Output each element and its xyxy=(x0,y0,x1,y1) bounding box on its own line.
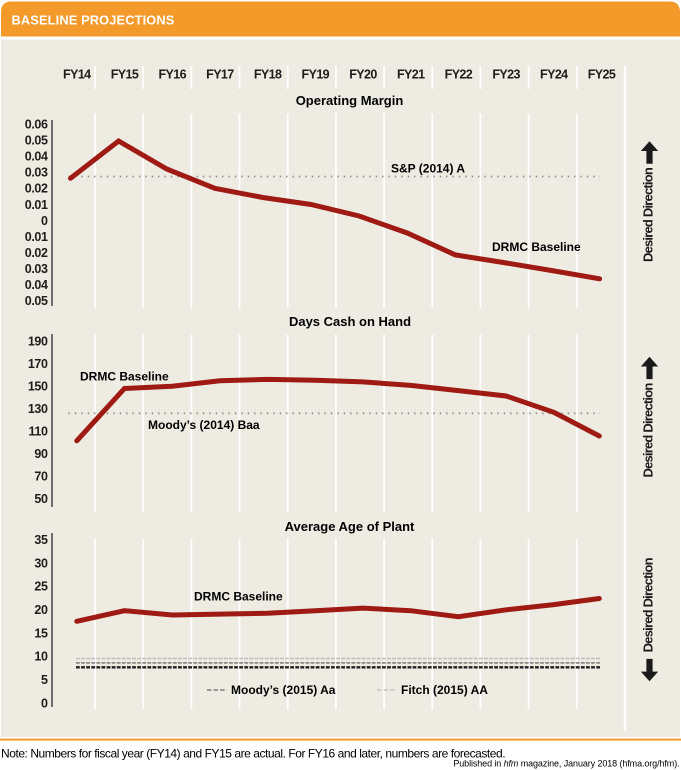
svg-text:70: 70 xyxy=(34,470,48,484)
svg-text:Desired Direction: Desired Direction xyxy=(640,167,655,262)
svg-text:15: 15 xyxy=(34,626,48,640)
svg-text:130: 130 xyxy=(28,402,48,416)
svg-text:20: 20 xyxy=(34,603,48,617)
svg-text:0.01: 0.01 xyxy=(25,198,48,212)
svg-text:0.04: 0.04 xyxy=(25,150,48,164)
svg-text:10: 10 xyxy=(34,650,48,664)
svg-text:FY25: FY25 xyxy=(588,67,616,81)
svg-text:Desired Direction: Desired Direction xyxy=(640,383,655,478)
svg-text:35: 35 xyxy=(34,533,48,547)
svg-text:0.03: 0.03 xyxy=(25,262,48,276)
svg-text:0: 0 xyxy=(41,696,48,710)
svg-text:Average Age of Plant: Average Age of Plant xyxy=(285,519,415,534)
svg-text:0: 0 xyxy=(41,214,48,228)
svg-text:FY19: FY19 xyxy=(302,67,330,81)
svg-text:FY23: FY23 xyxy=(492,67,520,81)
svg-text:0.02: 0.02 xyxy=(25,246,48,260)
svg-text:Published in hfm magazine, Jan: Published in hfm magazine, January 2018 … xyxy=(453,758,679,768)
svg-text:FY15: FY15 xyxy=(111,67,139,81)
svg-text:Fitch (2015) AA: Fitch (2015) AA xyxy=(401,683,488,697)
svg-text:0.04: 0.04 xyxy=(25,278,48,292)
svg-text:110: 110 xyxy=(29,425,48,439)
svg-text:190: 190 xyxy=(28,335,48,349)
svg-text:Moody’s (2014) Baa: Moody’s (2014) Baa xyxy=(148,418,260,432)
svg-text:0.02: 0.02 xyxy=(25,182,48,196)
svg-text:FY22: FY22 xyxy=(445,67,473,81)
svg-text:DRMC Baseline: DRMC Baseline xyxy=(194,590,283,604)
svg-text:Note: Numbers for fiscal year: Note: Numbers for fiscal year (FY14) and… xyxy=(1,747,505,761)
svg-text:FY24: FY24 xyxy=(540,67,568,81)
svg-text:0.06: 0.06 xyxy=(25,118,48,132)
svg-text:0.03: 0.03 xyxy=(25,166,48,180)
svg-text:90: 90 xyxy=(34,447,48,461)
svg-text:Days Cash on Hand: Days Cash on Hand xyxy=(289,314,411,329)
svg-text:0.05: 0.05 xyxy=(25,294,48,308)
svg-text:30: 30 xyxy=(34,556,48,570)
svg-text:FY17: FY17 xyxy=(206,67,234,81)
svg-text:0.01: 0.01 xyxy=(25,230,48,244)
svg-text:0.05: 0.05 xyxy=(25,134,48,148)
svg-text:Desired Direction: Desired Direction xyxy=(640,557,655,652)
svg-text:DRMC Baseline: DRMC Baseline xyxy=(80,370,169,384)
svg-text:Moody’s (2015) Aa: Moody’s (2015) Aa xyxy=(231,683,336,697)
svg-text:FY21: FY21 xyxy=(397,67,425,81)
svg-text:FY16: FY16 xyxy=(158,67,186,81)
svg-text:DRMC Baseline: DRMC Baseline xyxy=(492,240,581,254)
svg-text:25: 25 xyxy=(34,580,48,594)
svg-text:170: 170 xyxy=(28,357,48,371)
svg-text:FY20: FY20 xyxy=(349,67,377,81)
svg-text:Operating Margin: Operating Margin xyxy=(296,93,404,108)
svg-text:BASELINE PROJECTIONS: BASELINE PROJECTIONS xyxy=(12,13,175,28)
svg-text:FY14: FY14 xyxy=(63,67,91,81)
svg-text:5: 5 xyxy=(41,673,48,687)
svg-text:FY18: FY18 xyxy=(254,67,282,81)
svg-text:50: 50 xyxy=(34,492,48,506)
svg-text:S&P (2014) A: S&P (2014) A xyxy=(391,162,465,176)
svg-text:150: 150 xyxy=(28,380,48,394)
